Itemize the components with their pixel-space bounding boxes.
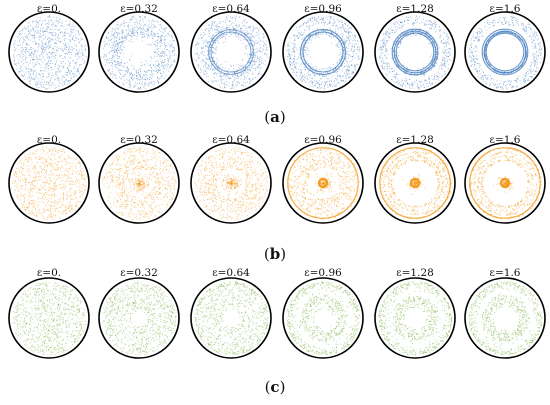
boundary-circle [464, 11, 546, 93]
boundary-circle [190, 142, 272, 224]
boundary-circle [8, 142, 90, 224]
epsilon-label: ε=0.64 [212, 3, 250, 15]
boundary-circle [282, 11, 364, 93]
panel-row-c-1: ε=0. [8, 267, 90, 359]
particle-distribution [12, 281, 86, 356]
particle-distribution [468, 281, 543, 356]
boundary-circle [282, 142, 364, 224]
boundary-circle [8, 11, 90, 93]
particle-distribution [102, 146, 177, 220]
epsilon-label: ε=0. [37, 267, 61, 279]
panel-row-b-3: ε=0.64 [190, 134, 272, 224]
particle-distribution [468, 147, 542, 220]
boundary-circle [282, 277, 364, 359]
particle-distribution [12, 146, 87, 221]
panel-row-a-2: ε=0.32 [98, 3, 180, 93]
boundary-circle [98, 142, 180, 224]
panel-row-b-2: ε=0.32 [98, 134, 180, 224]
particle-distribution [468, 16, 543, 90]
epsilon-label: ε=1.28 [396, 134, 434, 146]
epsilon-label: ε=0.96 [304, 3, 342, 15]
epsilon-label: ε=0.32 [120, 267, 158, 279]
panel-row-b-6: ε=1.6 [464, 134, 546, 224]
boundary-circle [464, 277, 546, 359]
epsilon-label: ε=1.6 [490, 267, 521, 279]
boundary-circle [98, 11, 180, 93]
boundary-circle [374, 11, 456, 93]
panel-row-c-6: ε=1.6 [464, 267, 546, 359]
boundary-circle [190, 11, 272, 93]
row-label-c: (c) [265, 378, 286, 396]
panel-row-a-3: ε=0.64 [190, 3, 272, 93]
panel-row-a-4: ε=0.96 [282, 3, 364, 93]
panel-row-a-1: ε=0. [8, 3, 90, 93]
panel-row-b-1: ε=0. [8, 134, 90, 224]
particle-distribution [286, 146, 360, 220]
panel-row-b-4: ε=0.96 [282, 134, 364, 224]
epsilon-label: ε=1.28 [396, 3, 434, 15]
boundary-circle [8, 277, 90, 359]
panel-row-c-4: ε=0.96 [282, 267, 364, 359]
panel-row-a-6: ε=1.6 [464, 3, 546, 93]
epsilon-label: ε=0.64 [212, 134, 250, 146]
panel-row-c-5: ε=1.28 [374, 267, 456, 359]
particle-distribution [379, 147, 453, 220]
row-label-b: (b) [264, 245, 286, 263]
particle-distribution [378, 15, 452, 89]
particle-distribution [13, 15, 87, 90]
particle-distribution [103, 15, 177, 90]
particle-distribution [286, 16, 361, 90]
boundary-circle [190, 277, 272, 359]
panel-row-a-5: ε=1.28 [374, 3, 456, 93]
boundary-circle [374, 142, 456, 224]
epsilon-label: ε=0.32 [120, 134, 158, 146]
particle-distribution [194, 281, 269, 355]
particle-distribution [102, 281, 177, 356]
particle-distribution [378, 281, 453, 356]
particle-distribution [286, 281, 361, 356]
panel-row-c-2: ε=0.32 [98, 267, 180, 359]
epsilon-label: ε=0.64 [212, 267, 250, 279]
boundary-circle [464, 142, 546, 224]
epsilon-label: ε=0.32 [120, 3, 158, 15]
epsilon-label: ε=0.96 [304, 134, 342, 146]
boundary-circle [98, 277, 180, 359]
boundary-circle [374, 277, 456, 359]
panel-row-c-3: ε=0.64 [190, 267, 272, 359]
particle-distribution [194, 15, 269, 89]
row-label-a: (a) [264, 108, 285, 126]
epsilon-label: ε=0.96 [304, 267, 342, 279]
panel-row-b-5: ε=1.28 [374, 134, 456, 224]
particle-distribution [194, 147, 269, 221]
epsilon-label: ε=1.28 [396, 267, 434, 279]
